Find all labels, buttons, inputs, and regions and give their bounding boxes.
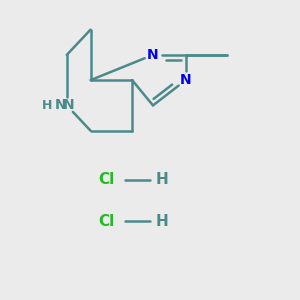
Text: N: N <box>62 98 74 112</box>
Text: H: H <box>42 99 52 112</box>
Text: N: N <box>55 98 67 112</box>
Text: H: H <box>156 172 169 187</box>
Text: Cl: Cl <box>98 172 114 187</box>
Text: H: H <box>156 214 169 229</box>
Text: Cl: Cl <box>98 214 114 229</box>
Text: N: N <box>147 48 159 62</box>
Text: N: N <box>180 73 191 87</box>
